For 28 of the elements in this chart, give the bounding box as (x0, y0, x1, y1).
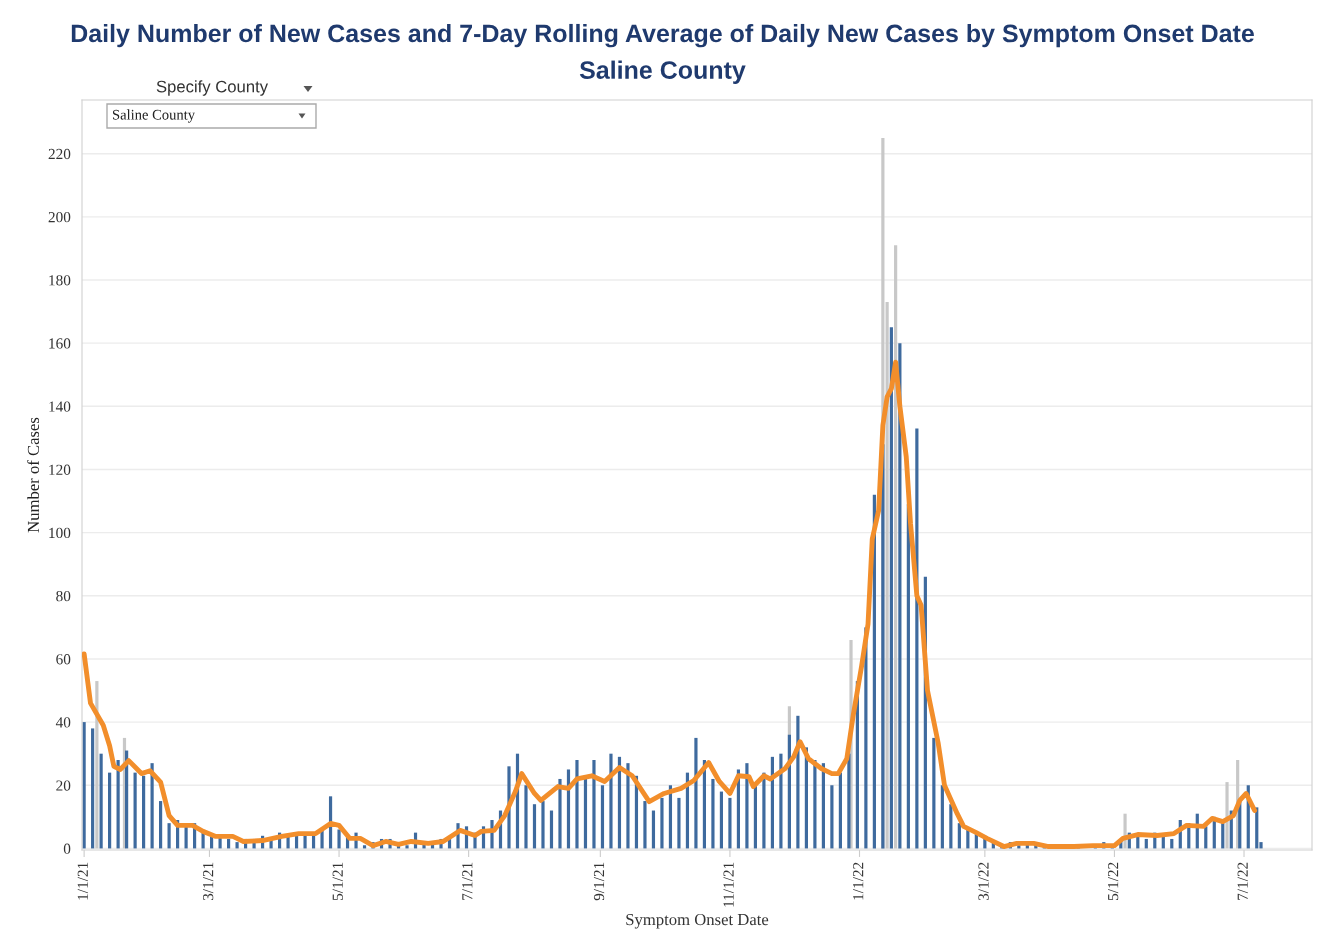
x-tick-label: 11/1/21 (723, 862, 734, 907)
x-tick-label: 5/1/22 (1107, 862, 1119, 900)
x-tick-label: 1/1/22 (853, 862, 864, 900)
annotation: Saline County (112, 109, 195, 123)
y-tick-label: 20 (56, 780, 71, 791)
y-tick-label: 140 (49, 401, 71, 412)
chart-subtitle: Saline County (579, 60, 746, 84)
x-tick-label: 7/1/22 (1237, 862, 1248, 900)
y-tick-label: 80 (56, 590, 71, 602)
y-axis-title: Number of Cases (27, 417, 40, 533)
text: Specify County (156, 80, 269, 96)
y-tick-label: 180 (49, 275, 71, 286)
x-tick-label: 7/1/21 (462, 862, 473, 900)
y-tick-label: 0 (63, 843, 71, 854)
x-tick-label: 1/1/21 (77, 862, 88, 900)
x-tick-label: 9/1/21 (593, 862, 605, 901)
y-tick-label: 100 (49, 527, 71, 539)
x-axis-title: Symptom Onset Date (626, 913, 769, 929)
y-tick-label: 200 (48, 211, 71, 223)
x-tick-label: 3/1/22 (978, 862, 989, 901)
y-tick-label: 220 (48, 148, 71, 160)
y-tick-label: 160 (49, 338, 71, 349)
y-tick-label: 40 (55, 717, 71, 728)
x-tick-label: 5/1/21 (332, 862, 343, 900)
y-tick-label: 120 (49, 464, 71, 475)
y-tick-label: 60 (56, 654, 71, 665)
x-tick-label: 3/1/21 (203, 862, 214, 901)
chart-title: Daily Number of New Cases and 7-Day Rolling Average of Daily New Cases by Symptom Onset Date (71, 23, 1254, 48)
